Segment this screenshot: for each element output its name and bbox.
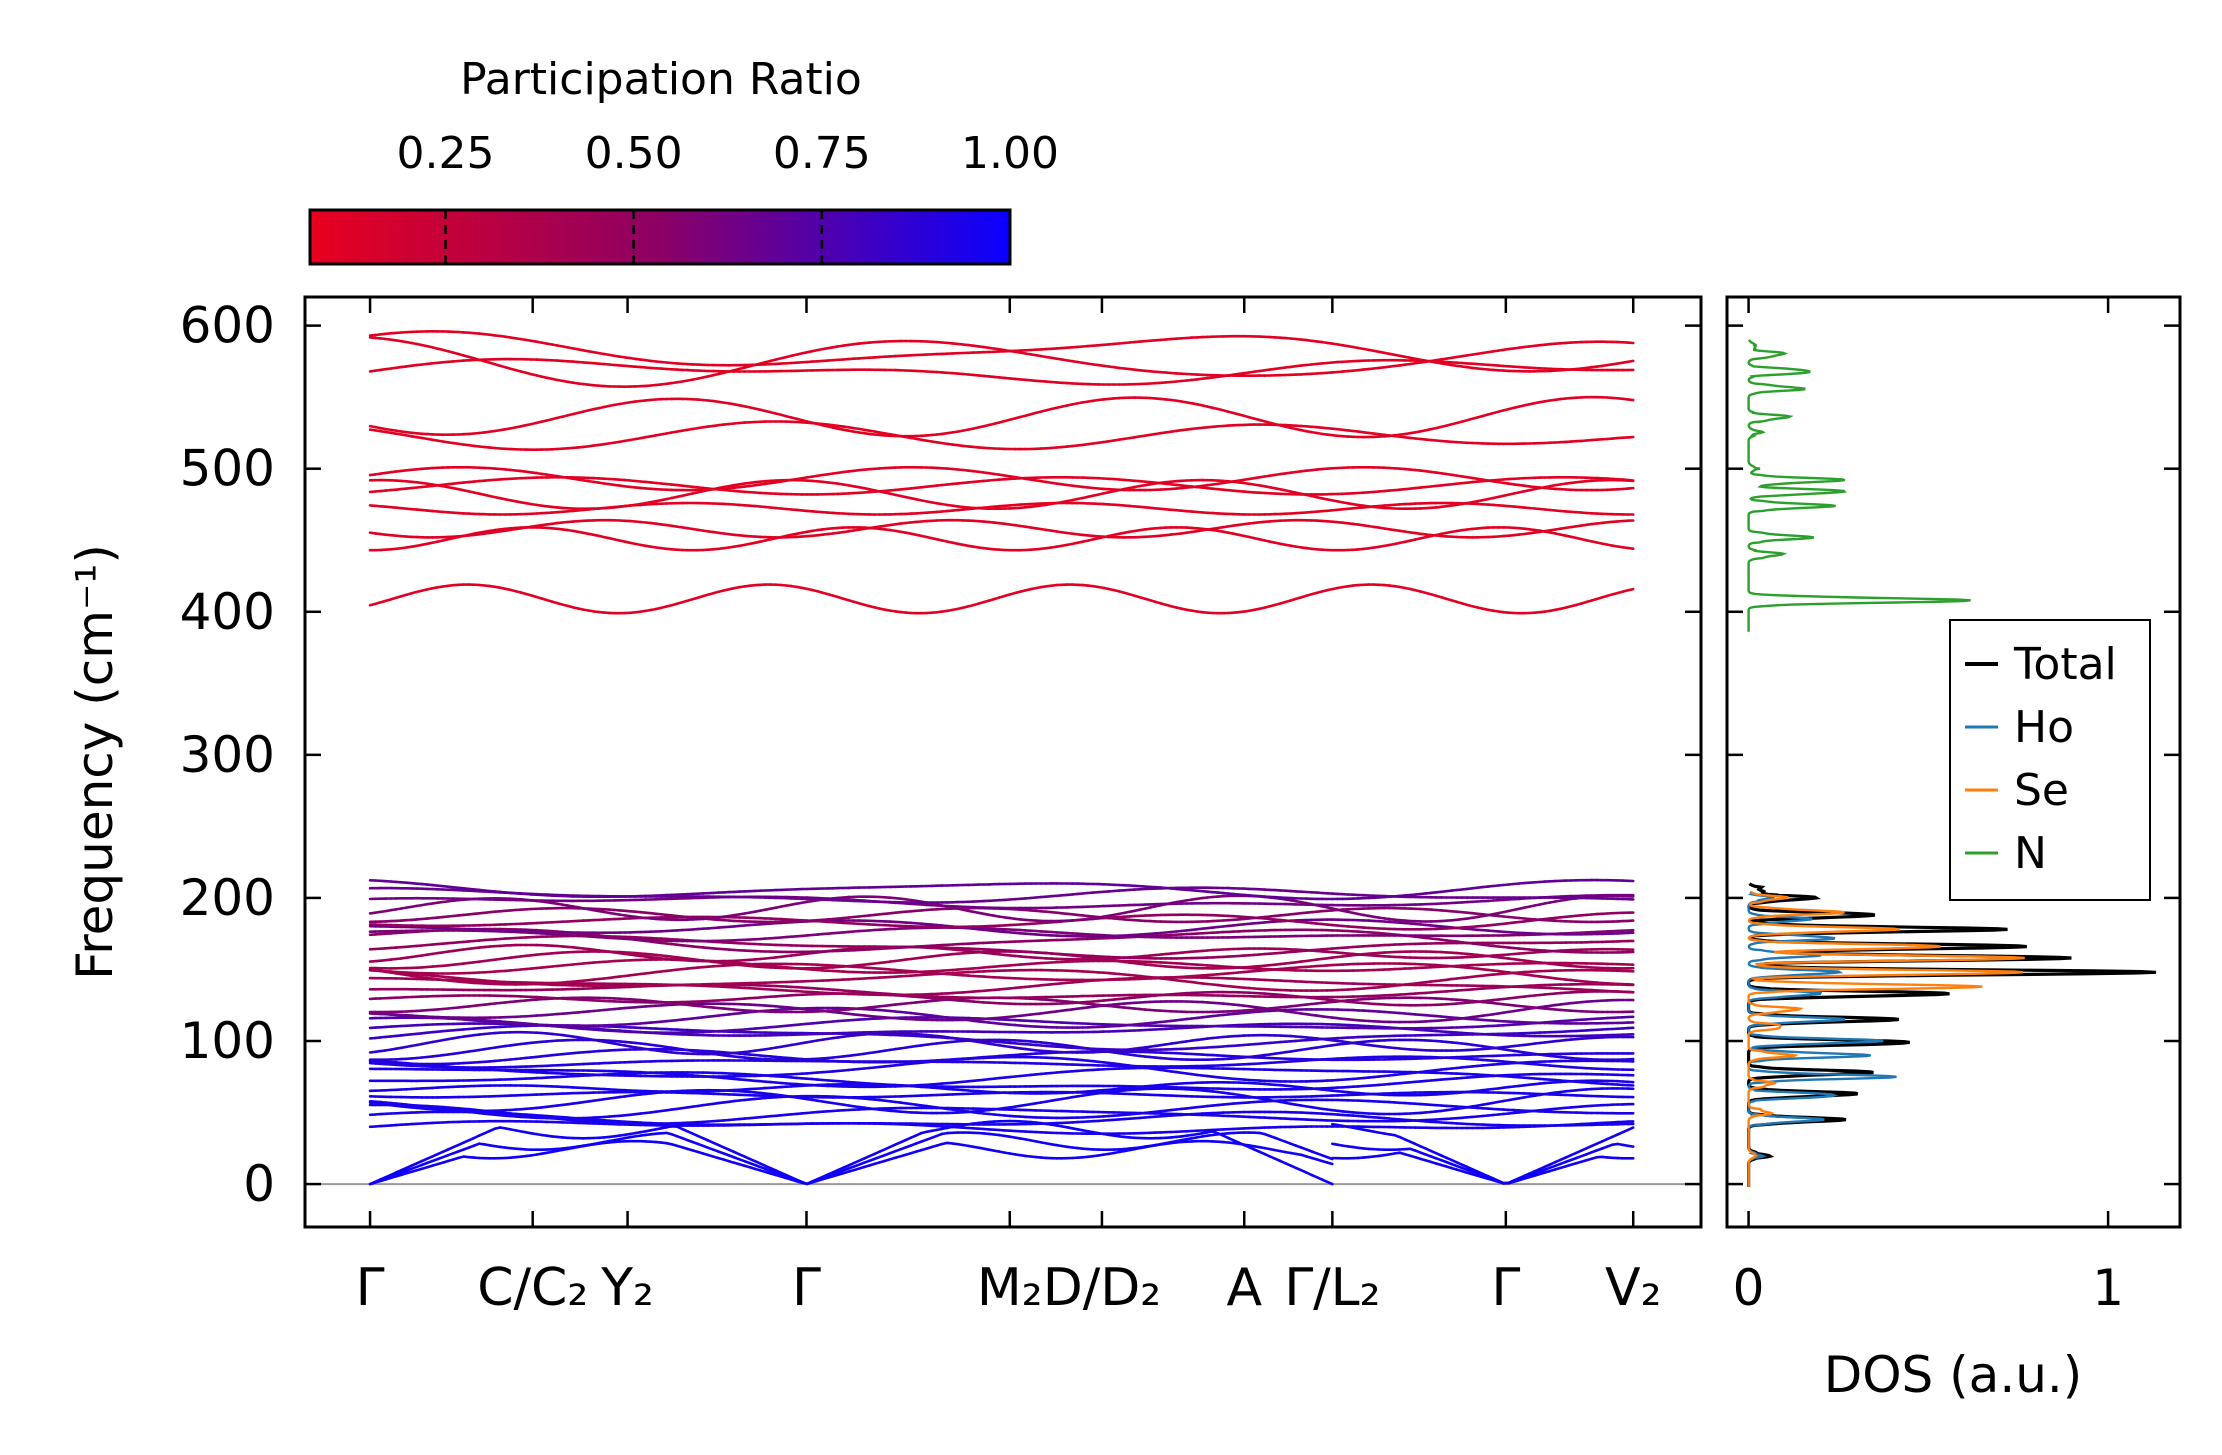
band-line <box>1626 486 1635 490</box>
colorbar-tick-label: 0.25 <box>396 128 494 179</box>
colorbar-tick-lines <box>444 210 824 264</box>
colorbar-gradient <box>308 208 1012 266</box>
colorbar-title: Participation Ratio <box>460 54 862 105</box>
band-lines <box>305 329 1701 1186</box>
colorbar-tick-label: 0.50 <box>585 128 683 179</box>
band-line <box>1626 1144 1635 1148</box>
colorbar-tick-label: 0.75 <box>773 128 871 179</box>
band-line <box>1626 587 1635 592</box>
band-line <box>1626 359 1635 364</box>
colorbar: Participation Ratio 0.25 0.50 0.75 1.00 <box>308 54 1059 266</box>
colorbar-tick-labels: 0.25 0.50 0.75 1.00 <box>396 128 1058 179</box>
band-line <box>1626 1126 1635 1132</box>
band-line <box>1626 398 1635 402</box>
band-line <box>1626 546 1635 551</box>
band-line <box>1325 1161 1334 1166</box>
colorbar-tick-label: 1.00 <box>961 128 1059 179</box>
